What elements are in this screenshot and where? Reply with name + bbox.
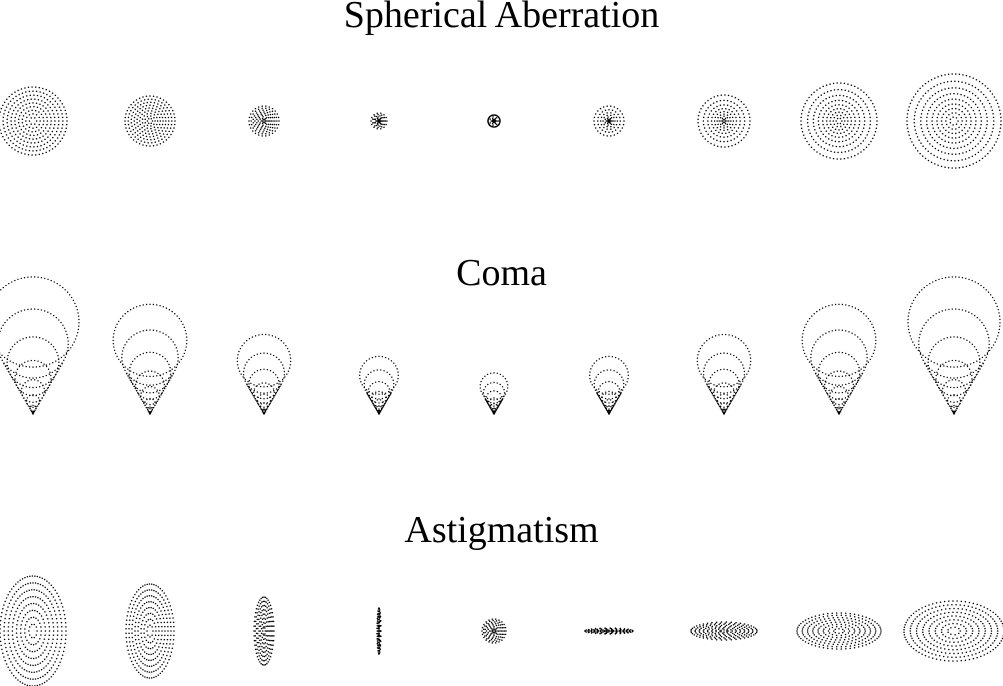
astigmatism-spot-7: [690, 621, 758, 641]
spherical-spot-6: [593, 105, 625, 137]
coma-spot-3: [236, 333, 292, 415]
spherical-spot-8: [800, 82, 878, 160]
spherical-spot-9: [906, 73, 1002, 169]
astigmatism-spot-9: [903, 600, 1003, 662]
coma-spot-6: [588, 355, 630, 415]
coma-spot-7: [696, 333, 752, 415]
spherical-spot-1: [0, 86, 68, 156]
spherical-spot-7: [697, 94, 751, 148]
astigmatism-spot-5: [481, 618, 507, 644]
astigmatism-title: Astigmatism: [404, 509, 599, 551]
spherical-spot-2: [124, 95, 176, 147]
astigmatism-row: [0, 575, 1003, 686]
astigmatism-spot-1: [0, 575, 67, 686]
astigmatism-spot-6: [584, 627, 634, 635]
coma-spot-2: [112, 303, 188, 415]
coma-row: [0, 276, 1001, 415]
coma-spot-4: [358, 355, 400, 415]
astigmatism-spot-2: [125, 583, 175, 679]
spherical-spot-3: [248, 105, 280, 137]
astigmatism-spot-8: [796, 612, 882, 650]
astigmatism-spot-4: [376, 607, 382, 655]
coma-title: Coma: [456, 252, 547, 294]
spherical-spot-4: [370, 112, 388, 130]
coma-spot-1: [0, 276, 80, 415]
coma-spot-5: [479, 372, 509, 415]
coma-spot-8: [801, 303, 877, 415]
astigmatism-spot-3: [253, 596, 275, 666]
coma-spot-9: [907, 276, 1001, 415]
spherical-aberration-row: [0, 73, 1002, 169]
spherical-aberration-title: Spherical Aberration: [343, 0, 660, 36]
spherical-spot-5: [487, 114, 501, 128]
